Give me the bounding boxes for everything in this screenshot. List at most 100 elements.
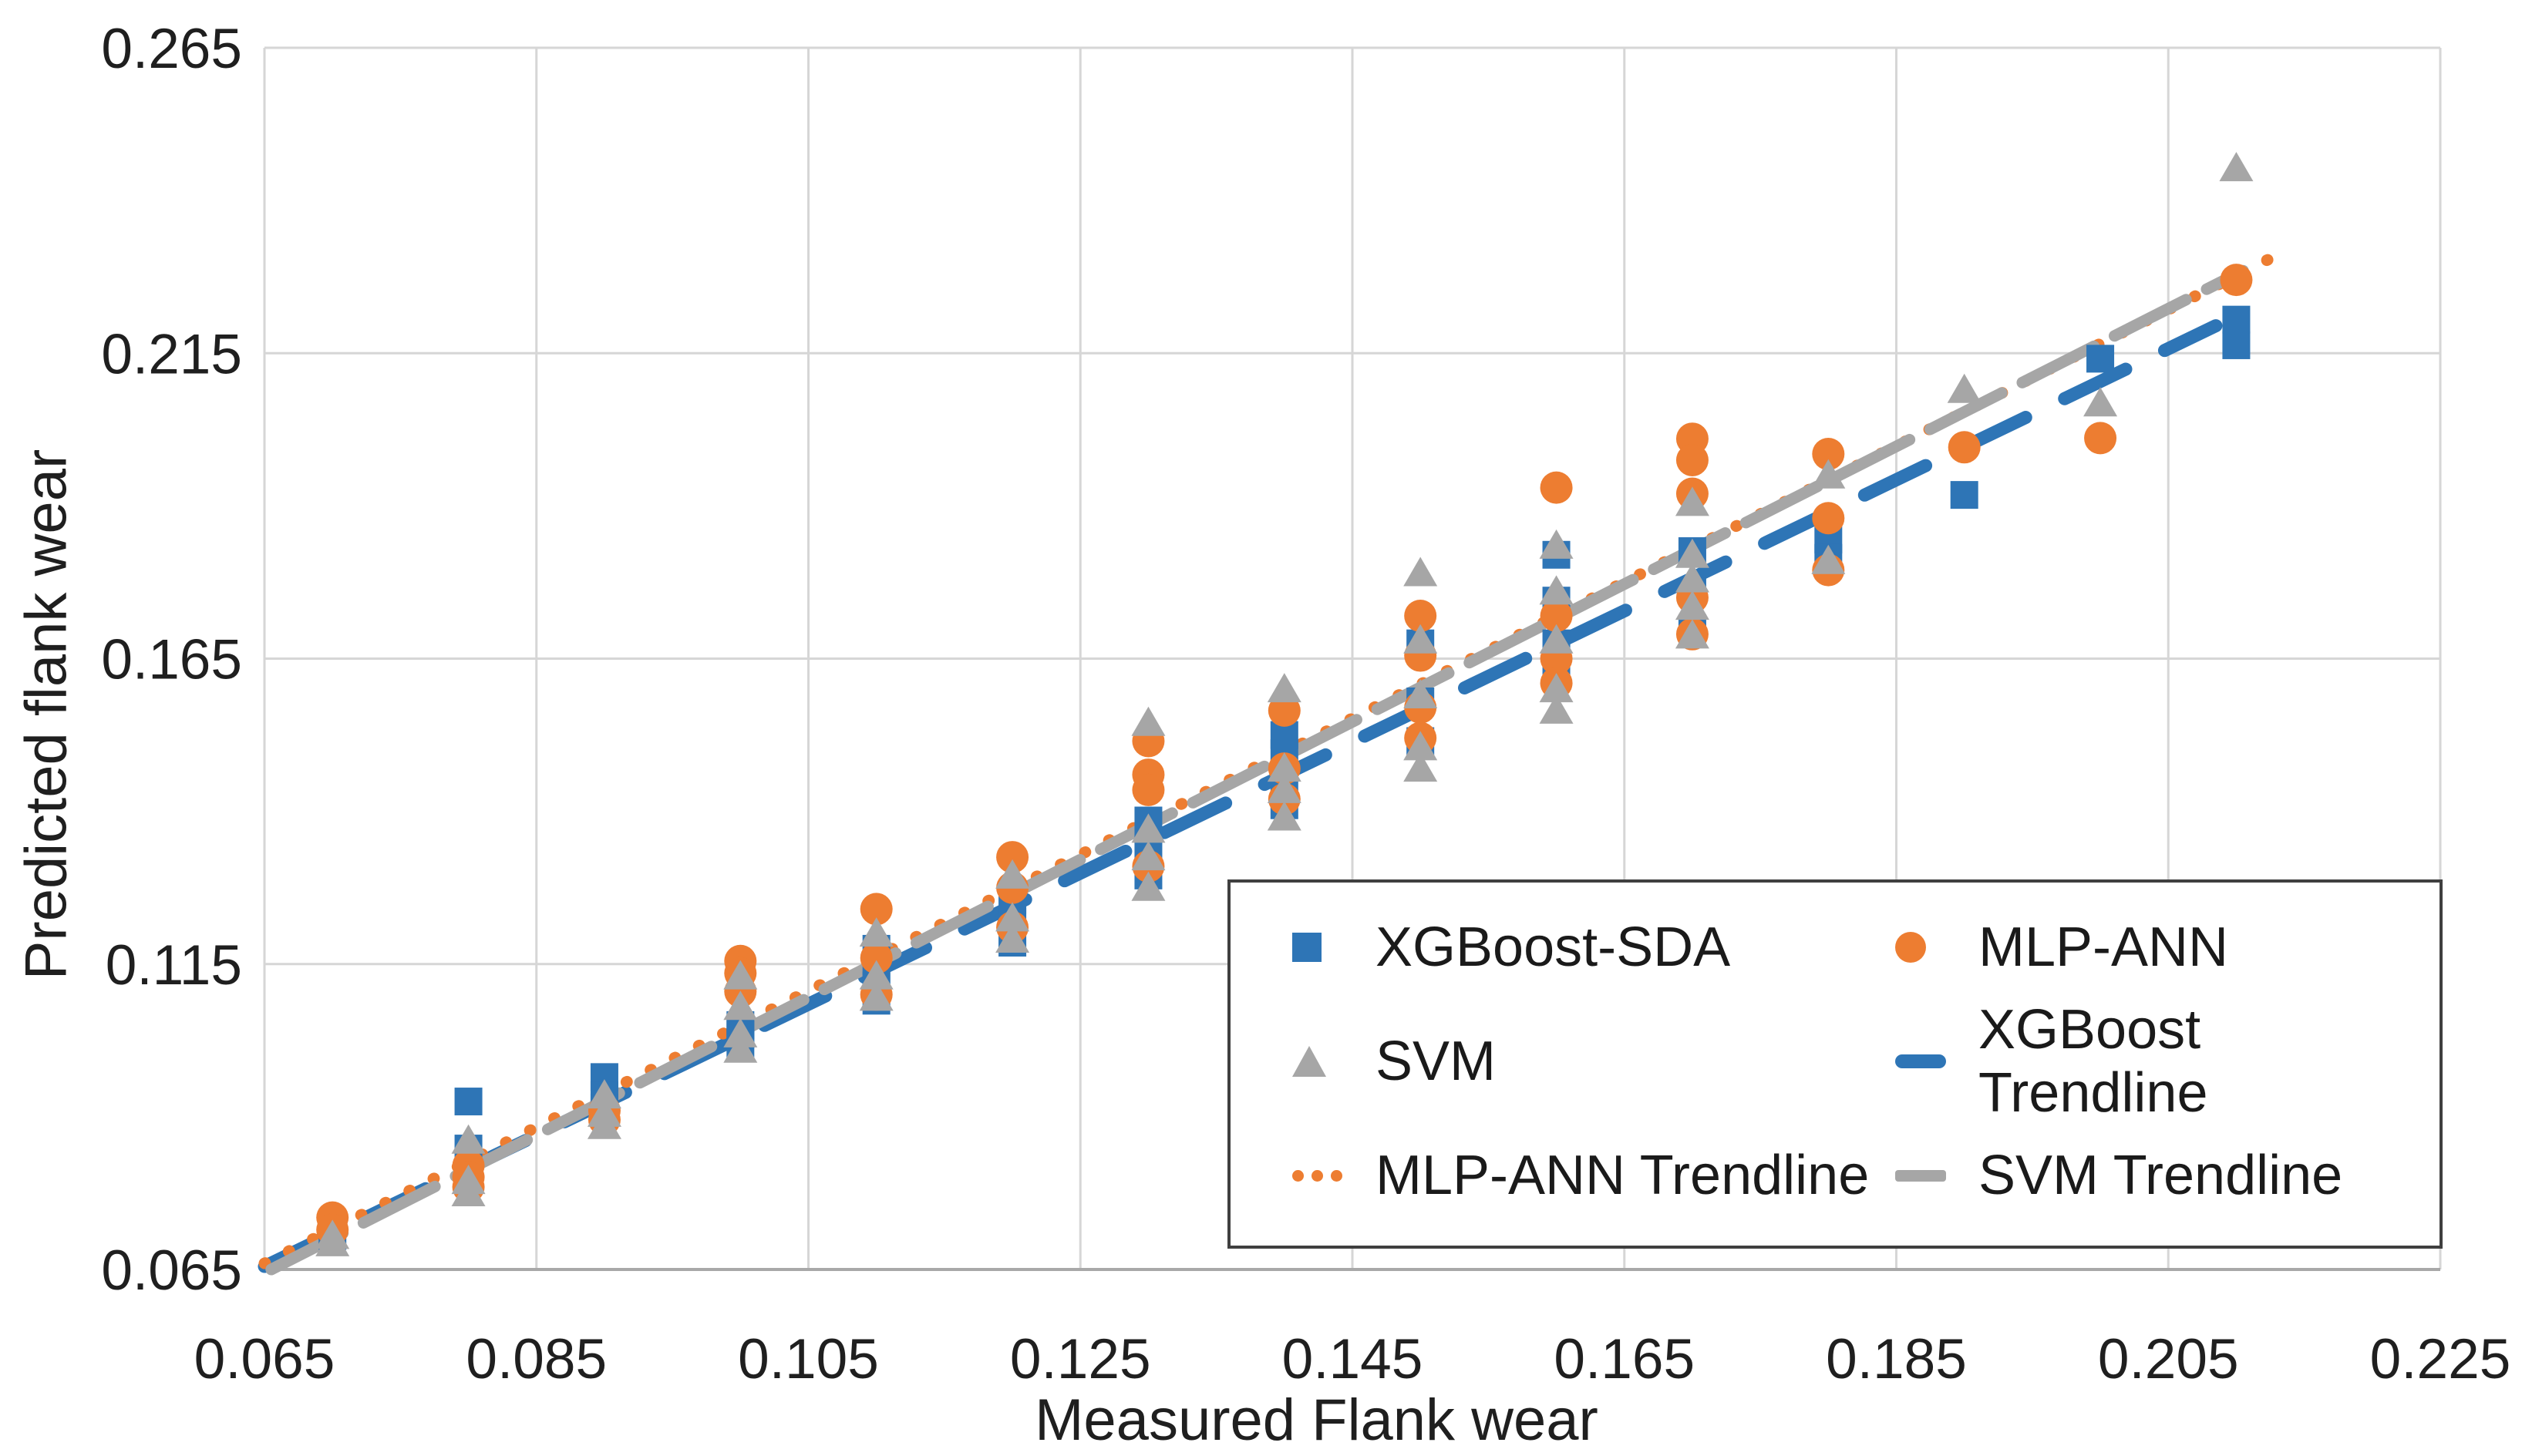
data-point-triangle <box>315 1226 350 1256</box>
data-point-triangle <box>995 859 1030 889</box>
x-tick-label: 0.225 <box>2370 1328 2511 1390</box>
data-point-triangle <box>1131 871 1166 901</box>
y-tick-label: 0.215 <box>101 323 242 385</box>
y-tick-label: 0.165 <box>101 629 242 691</box>
y-tick-label: 0.115 <box>106 934 242 997</box>
data-point-circle <box>1540 471 1573 504</box>
data-point-square <box>2086 345 2115 373</box>
data-point-circle <box>1540 600 1573 633</box>
data-point-circle <box>2084 422 2117 455</box>
data-point-triangle <box>451 1124 486 1154</box>
data-point-triangle <box>1267 773 1301 803</box>
data-point-triangle <box>1539 624 1574 654</box>
data-point-triangle <box>1811 544 1846 574</box>
data-point-triangle <box>1675 563 1709 593</box>
series-svm <box>315 152 2254 1256</box>
data-point-triangle <box>1403 557 1438 587</box>
x-tick-label: 0.165 <box>1554 1328 1695 1390</box>
x-axis-title: Measured Flank wear <box>1035 1387 1598 1453</box>
x-tick-label: 0.145 <box>1282 1328 1423 1390</box>
data-point-triangle <box>1675 590 1709 620</box>
y-axis-title: Predicted flank wear <box>13 449 79 980</box>
square-marker-icon <box>1292 933 1352 962</box>
data-point-circle <box>1812 502 1845 535</box>
data-point-circle <box>1132 773 1165 806</box>
circle-marker-icon <box>1895 932 1955 963</box>
x-tick-label: 0.085 <box>466 1328 607 1390</box>
data-point-triangle <box>723 960 758 990</box>
data-point-triangle <box>2219 152 2254 182</box>
legend-item-svm: SVM <box>1292 1030 1895 1093</box>
data-point-triangle <box>587 1109 621 1139</box>
legend-item-xgboost-trendline: XGBoost Trendline <box>1895 998 2440 1125</box>
data-point-triangle <box>1675 619 1709 649</box>
legend-item-xgboost-sda: XGBoost-SDA <box>1292 916 1895 979</box>
series-markers <box>315 152 2254 1256</box>
data-point-triangle <box>995 902 1030 932</box>
data-point-triangle <box>1947 373 1982 403</box>
x-tick-label: 0.185 <box>1826 1328 1967 1390</box>
y-tick-label: 0.265 <box>101 18 242 80</box>
data-point-triangle <box>1539 694 1574 724</box>
data-point-triangle <box>1131 813 1166 843</box>
data-point-triangle <box>1403 624 1438 654</box>
legend-label: XGBoost-SDA <box>1375 916 1731 978</box>
data-point-triangle <box>1675 486 1709 516</box>
data-point-triangle <box>1267 801 1301 831</box>
data-point-triangle <box>1131 706 1166 736</box>
data-point-square <box>1950 481 1978 509</box>
y-tick-label: 0.065 <box>101 1239 242 1302</box>
data-point-square <box>2222 331 2251 359</box>
data-point-circle <box>1812 438 1845 471</box>
data-point-triangle <box>2083 387 2118 417</box>
data-point-square <box>454 1088 483 1116</box>
legend-item-mlp-ann-trendline: MLP-ANN Trendline <box>1292 1144 1895 1207</box>
x-tick-label: 0.125 <box>1010 1328 1151 1390</box>
x-tick-label: 0.065 <box>194 1328 335 1390</box>
data-point-triangle <box>995 923 1030 953</box>
data-point-triangle <box>859 917 894 947</box>
legend-label: MLP-ANN Trendline <box>1375 1145 1870 1206</box>
data-point-triangle <box>1267 673 1301 703</box>
dotted-line-icon <box>1292 1169 1352 1182</box>
legend-label: XGBoost Trendline <box>1978 999 2208 1124</box>
data-point-circle <box>996 841 1029 874</box>
data-point-triangle <box>1539 529 1574 559</box>
data-point-square <box>2222 305 2251 334</box>
solid-dash-icon <box>1895 1169 1955 1182</box>
triangle-marker-icon <box>1292 1046 1352 1077</box>
data-point-triangle <box>1539 673 1574 703</box>
data-point-triangle <box>1267 752 1301 782</box>
data-point-triangle <box>859 981 894 1011</box>
data-point-circle <box>1675 443 1709 476</box>
x-tick-label: 0.105 <box>738 1328 879 1390</box>
legend-item-mlp-ann: MLP-ANN <box>1895 916 2440 979</box>
data-point-triangle <box>1403 679 1438 709</box>
data-point-circle <box>1948 431 1981 464</box>
data-point-triangle <box>1675 538 1709 568</box>
data-point-circle <box>860 941 893 974</box>
data-point-triangle <box>587 1079 621 1109</box>
data-point-triangle <box>1131 841 1166 871</box>
legend-box: XGBoost-SDA MLP-ANN SVM XGBoost Trendlin… <box>1227 879 2443 1249</box>
legend-item-svm-trendline: SVM Trendline <box>1895 1144 2440 1207</box>
data-point-circle <box>1404 600 1437 633</box>
legend-label: MLP-ANN <box>1978 916 2229 978</box>
data-point-triangle <box>723 1017 758 1047</box>
data-point-circle <box>2220 264 2253 297</box>
data-point-triangle <box>451 1176 486 1206</box>
data-point-triangle <box>1811 459 1846 489</box>
data-point-triangle <box>1539 575 1574 605</box>
legend-label: SVM <box>1375 1031 1497 1092</box>
legend-label: SVM Trendline <box>1978 1145 2343 1206</box>
thick-dash-icon <box>1895 1054 1955 1068</box>
tick-labels: 0.065 0.085 0.105 0.125 0.145 0.165 0.185 0.205… <box>101 18 2510 1390</box>
data-point-triangle <box>1403 752 1438 782</box>
data-point-circle <box>860 893 893 926</box>
data-point-triangle <box>859 960 894 990</box>
data-point-circle <box>1268 694 1301 727</box>
data-point-triangle <box>723 1033 758 1063</box>
data-point-triangle <box>723 990 758 1021</box>
